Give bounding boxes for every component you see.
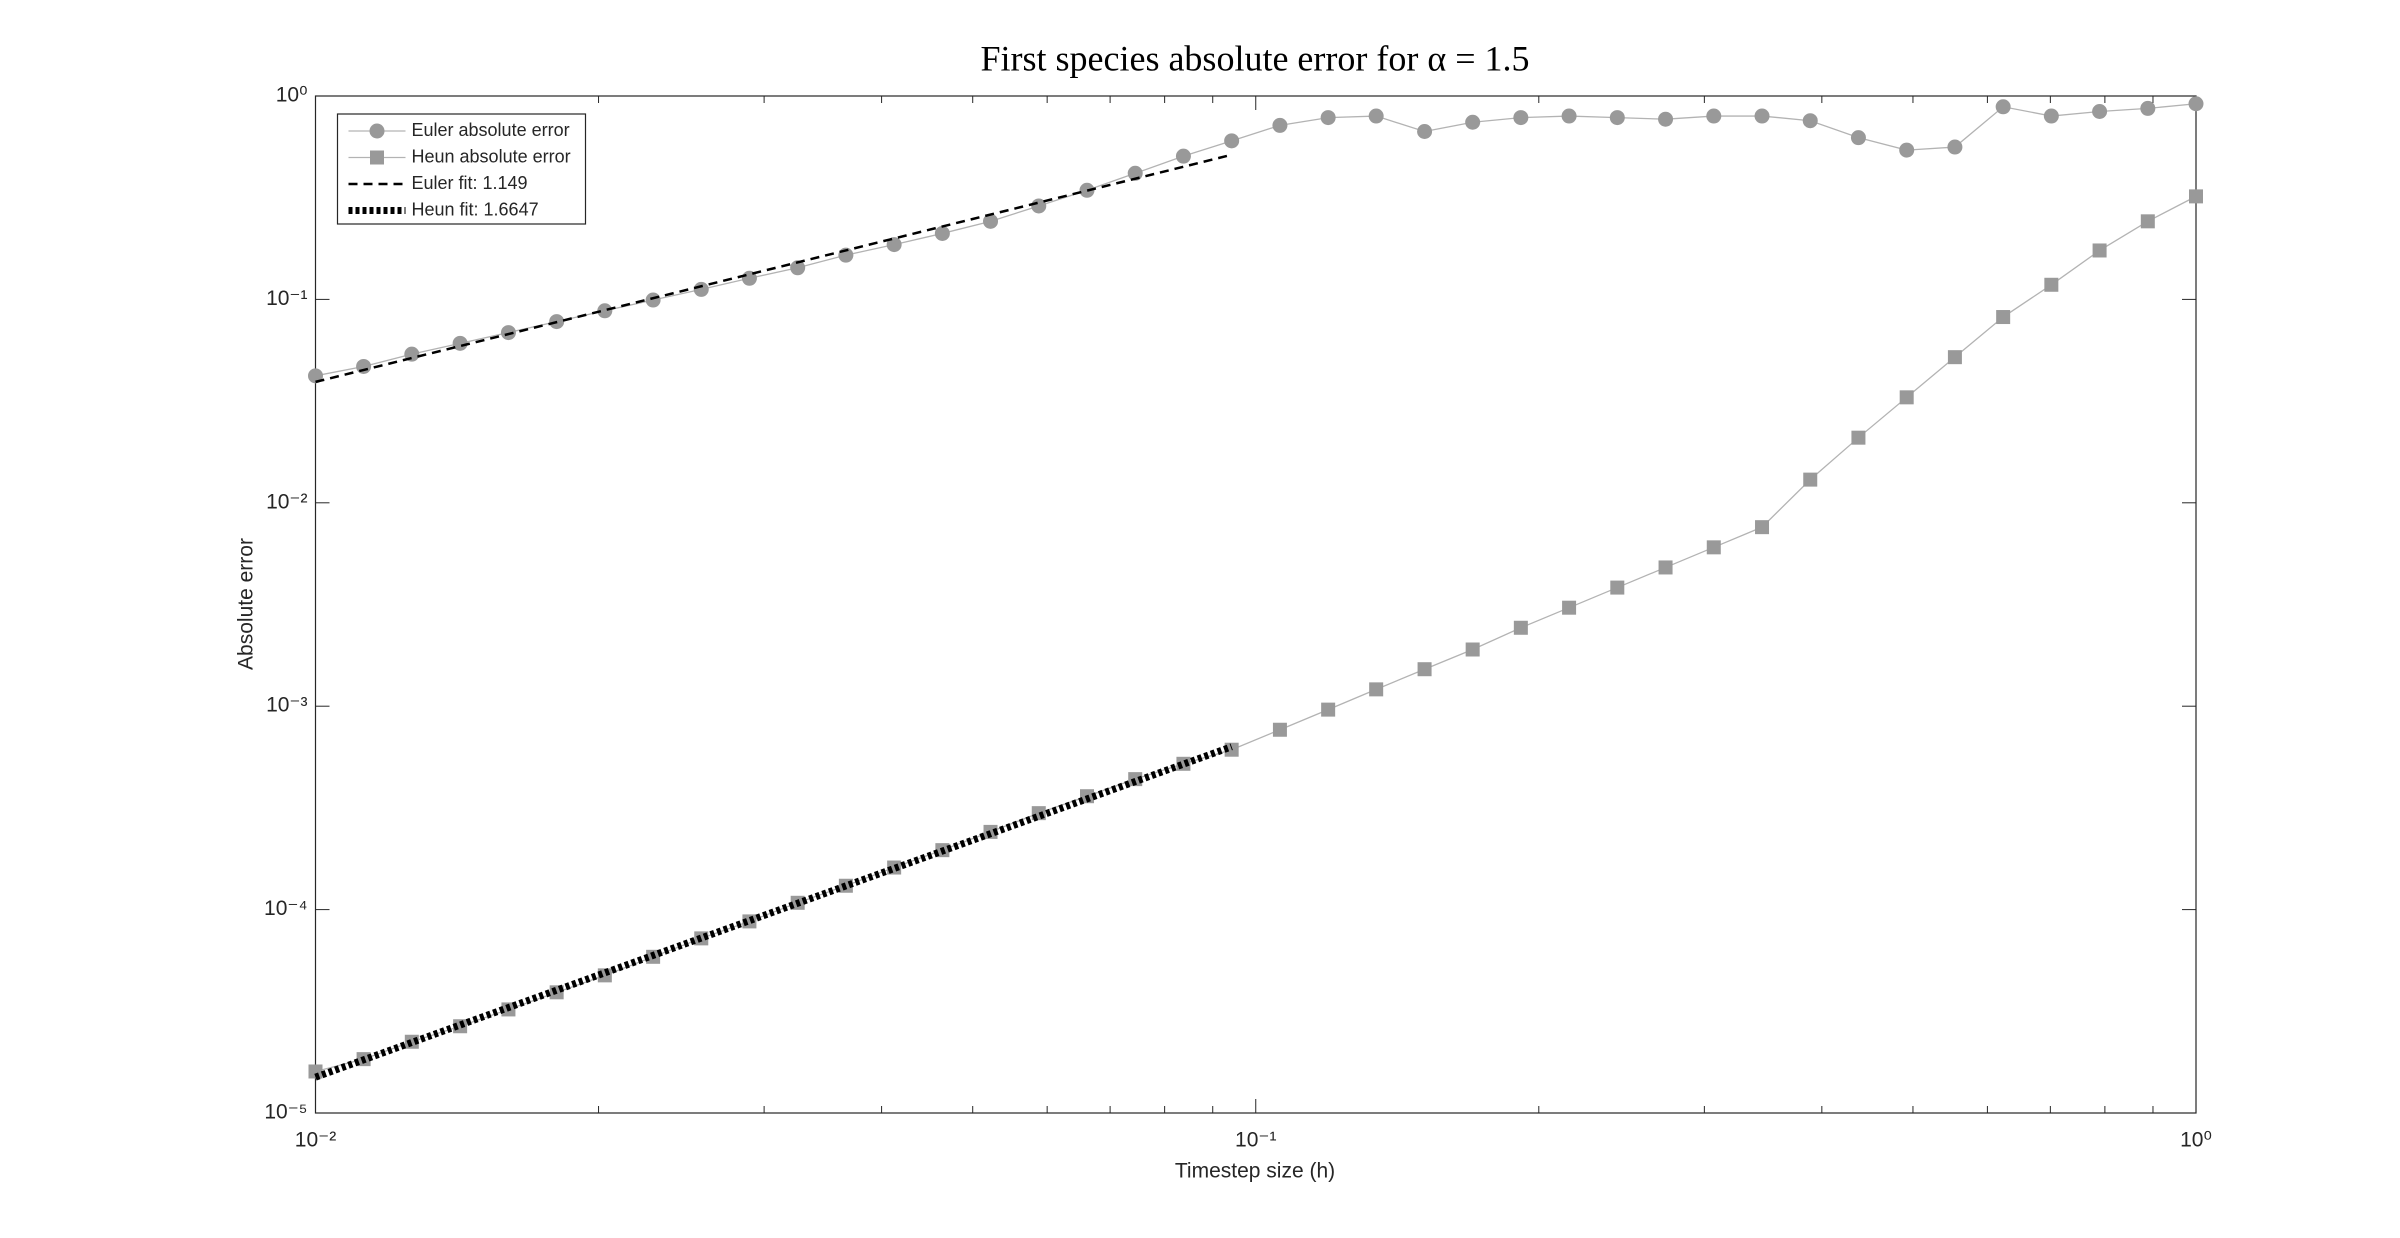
square-marker xyxy=(1465,642,1480,657)
square-marker xyxy=(370,150,384,165)
square-marker xyxy=(1224,742,1239,757)
square-marker xyxy=(1947,350,1962,365)
circle-marker xyxy=(1995,99,2011,115)
square-marker xyxy=(2189,189,2203,204)
circle-marker xyxy=(1272,117,1288,133)
circle-marker xyxy=(1706,108,1722,124)
series-line xyxy=(314,743,1233,1081)
circle-marker xyxy=(1224,133,1240,149)
square-marker xyxy=(2044,277,2059,292)
square-marker xyxy=(1369,682,1384,697)
circle-marker xyxy=(308,368,323,384)
circle-marker xyxy=(597,303,613,319)
square-marker xyxy=(1658,560,1673,575)
square-marker xyxy=(1562,600,1577,615)
series-line xyxy=(315,153,1232,384)
square-marker xyxy=(308,1064,323,1079)
circle-marker xyxy=(452,335,468,351)
square-marker xyxy=(1321,702,1336,717)
circle-marker xyxy=(2043,108,2059,124)
circle-marker xyxy=(2188,96,2204,112)
square-marker xyxy=(1851,430,1866,445)
circle-marker xyxy=(886,237,902,253)
square-marker xyxy=(1610,580,1625,595)
circle-marker xyxy=(1754,108,1770,124)
circle-marker xyxy=(2092,104,2108,120)
legend-label: Heun absolute error xyxy=(412,146,571,166)
square-marker xyxy=(1755,520,1770,535)
circle-marker xyxy=(1802,113,1818,129)
circle-marker xyxy=(1658,111,1674,127)
square-marker xyxy=(1128,772,1143,787)
square-marker xyxy=(1996,310,2011,325)
circle-marker xyxy=(356,358,372,374)
legend-label: Euler fit: 1.149 xyxy=(412,173,528,193)
legend-label: Heun fit: 1.6647 xyxy=(412,199,539,219)
square-marker xyxy=(1899,390,1914,405)
square-marker xyxy=(1513,620,1528,635)
x-axis-label: Timestep size (h) xyxy=(1175,1160,1335,1183)
circle-marker xyxy=(1947,139,1963,155)
y-tick-label: 10⁻² xyxy=(266,490,307,513)
circle-marker xyxy=(1465,114,1481,130)
circle-marker xyxy=(1850,130,1866,146)
circle-marker xyxy=(1320,110,1336,126)
circle-marker xyxy=(500,325,516,341)
square-marker xyxy=(1272,722,1287,737)
square-marker xyxy=(1417,662,1432,677)
y-tick-label: 10⁻⁴ xyxy=(264,897,307,920)
circle-marker xyxy=(983,213,999,229)
y-tick-label: 10⁰ xyxy=(276,84,308,107)
square-marker xyxy=(983,824,998,839)
y-tick-label: 10⁻⁵ xyxy=(264,1101,307,1124)
circle-marker xyxy=(2140,100,2156,116)
square-marker xyxy=(2092,243,2107,258)
legend-label: Euler absolute error xyxy=(412,120,570,140)
y-tick-label: 10⁻³ xyxy=(266,694,307,717)
y-tick-label: 10⁻¹ xyxy=(266,287,307,310)
x-tick-label: 10⁻¹ xyxy=(1235,1129,1276,1152)
circle-marker xyxy=(645,292,661,308)
circle-marker xyxy=(1368,108,1384,124)
x-tick-label: 10⁻² xyxy=(295,1129,336,1152)
square-marker xyxy=(2140,214,2155,229)
circle-marker xyxy=(1079,182,1095,198)
axes-box xyxy=(314,95,2197,1114)
circle-marker xyxy=(1513,110,1529,126)
y-axis-label: Absolute error xyxy=(235,538,258,670)
circle-marker xyxy=(790,260,806,276)
plot-area xyxy=(315,96,2196,1113)
circle-marker xyxy=(1561,108,1577,124)
circle-marker xyxy=(693,281,709,297)
circle-marker xyxy=(1175,148,1191,164)
square-marker xyxy=(1706,540,1721,555)
circle-marker xyxy=(1031,198,1047,214)
x-tick-label: 10⁰ xyxy=(2180,1129,2212,1152)
circle-marker xyxy=(1417,124,1433,140)
circle-marker xyxy=(369,123,385,139)
circle-marker xyxy=(1609,110,1625,126)
square-marker xyxy=(1803,472,1818,487)
circle-marker xyxy=(1899,142,1915,158)
circle-marker xyxy=(934,225,950,241)
chart-title: First species absolute error for α = 1.5 xyxy=(980,38,1529,78)
